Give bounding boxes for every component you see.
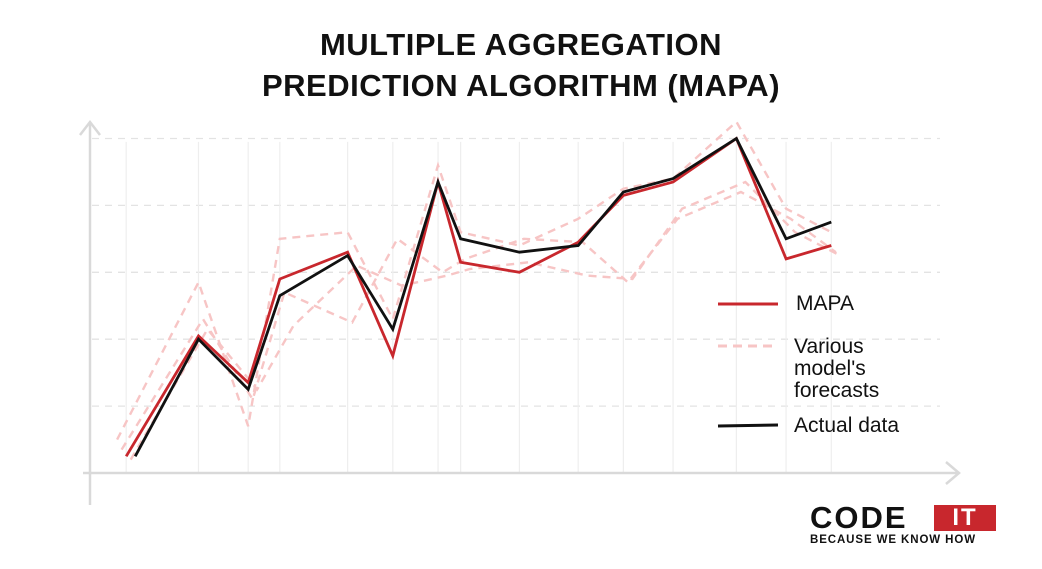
- y-axis-arrow-icon: [79, 119, 101, 136]
- series-line-forecast-3: [129, 180, 841, 461]
- legend-label-forecasts: Various model's forecasts: [794, 336, 879, 402]
- legend-label-forecasts-line-1: Various: [794, 335, 864, 358]
- legend-label-forecasts-line-2: model's: [794, 357, 866, 380]
- legend-label-forecasts-line-3: forecasts: [794, 379, 880, 402]
- grid-lines: [92, 137, 940, 473]
- chart-axes: [79, 119, 961, 505]
- series-group: [116, 119, 841, 461]
- legend-label-mapa: MAPA: [796, 292, 854, 315]
- x-axis-arrow-icon: [945, 461, 961, 485]
- series-line-forecast-1: [116, 119, 832, 441]
- series-line-actual: [133, 136, 832, 457]
- legend-keys: [717, 302, 779, 428]
- series-line-mapa: [124, 136, 832, 458]
- legend-label-actual: Actual data: [794, 414, 900, 437]
- series-line-forecast-2: [120, 190, 837, 451]
- logo-it-badge: IT: [934, 505, 996, 531]
- chart-title-line-2: PREDICTION ALGORITHM (MAPA): [261, 68, 781, 103]
- chart-title: MULTIPLE AGGREGATION PREDICTION ALGORITH…: [0, 24, 1042, 106]
- chart-title-line-1: MULTIPLE AGGREGATION: [319, 27, 723, 62]
- logo-tagline: BECAUSE WE KNOW HOW: [810, 534, 976, 546]
- legend-key-actual: [717, 423, 779, 428]
- logo-code-text: CODE: [810, 500, 908, 535]
- company-logo: CODE IT BECAUSE WE KNOW HOW: [810, 500, 1000, 549]
